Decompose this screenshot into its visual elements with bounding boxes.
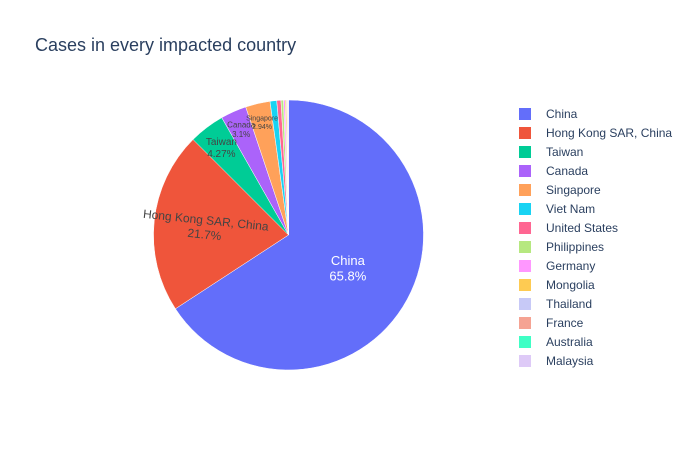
legend-item-viet-nam[interactable]: Viet Nam [519, 202, 595, 216]
legend-item-malaysia[interactable]: Malaysia [519, 354, 594, 368]
legend-item-mongolia[interactable]: Mongolia [519, 278, 595, 292]
slice-label-singapore: Singapore 2.94% [246, 116, 278, 131]
legend-item-singapore[interactable]: Singapore [519, 183, 601, 197]
legend-label: Mongolia [546, 278, 595, 292]
legend-item-hong-kong-sar-china[interactable]: Hong Kong SAR, China [519, 126, 672, 140]
chart-title: Cases in every impacted country [35, 35, 296, 55]
legend-label: Canada [546, 164, 588, 178]
legend-label: Australia [546, 335, 593, 349]
slice-label-china: China 65.8% [329, 253, 366, 284]
legend-item-taiwan[interactable]: Taiwan [519, 145, 583, 159]
pie-slice-china[interactable] [175, 99, 424, 371]
legend: China Hong Kong SAR, China Taiwan Canada Sin… [519, 107, 672, 368]
legend-label: China [546, 107, 578, 121]
legend-swatch [519, 127, 531, 139]
legend-swatch [519, 184, 531, 196]
legend-swatch [519, 317, 531, 329]
legend-swatch [519, 260, 531, 272]
legend-swatch [519, 298, 531, 310]
slice-label-taiwan: Taiwan 4.27% [206, 137, 237, 160]
legend-item-canada[interactable]: Canada [519, 164, 588, 178]
legend-label: Thailand [546, 297, 592, 311]
legend-swatch [519, 222, 531, 234]
pie-slice-hong-kong-sar-china[interactable] [153, 139, 289, 310]
legend-item-thailand[interactable]: Thailand [519, 297, 592, 311]
legend-label: Philippines [546, 240, 604, 254]
legend-label: France [546, 316, 584, 330]
legend-swatch [519, 336, 531, 348]
pie-slices [153, 99, 424, 371]
legend-item-australia[interactable]: Australia [519, 335, 593, 349]
legend-swatch [519, 279, 531, 291]
legend-item-united-states[interactable]: United States [519, 221, 618, 235]
legend-label: Singapore [546, 183, 601, 197]
legend-item-france[interactable]: France [519, 316, 584, 330]
legend-label: Hong Kong SAR, China [546, 126, 672, 140]
legend-item-philippines[interactable]: Philippines [519, 240, 604, 254]
legend-label: Germany [546, 259, 595, 273]
legend-label: Taiwan [546, 145, 583, 159]
slice-label-canada: Canada 3.1% [227, 121, 256, 140]
legend-label: United States [546, 221, 618, 235]
legend-swatch [519, 165, 531, 177]
legend-swatch [519, 241, 531, 253]
legend-swatch [519, 146, 531, 158]
legend-swatch [519, 355, 531, 367]
legend-label: Viet Nam [546, 202, 595, 216]
legend-swatch [519, 203, 531, 215]
legend-item-germany[interactable]: Germany [519, 259, 595, 273]
legend-swatch [519, 108, 531, 120]
legend-item-china[interactable]: China [519, 107, 578, 121]
legend-label: Malaysia [546, 354, 594, 368]
